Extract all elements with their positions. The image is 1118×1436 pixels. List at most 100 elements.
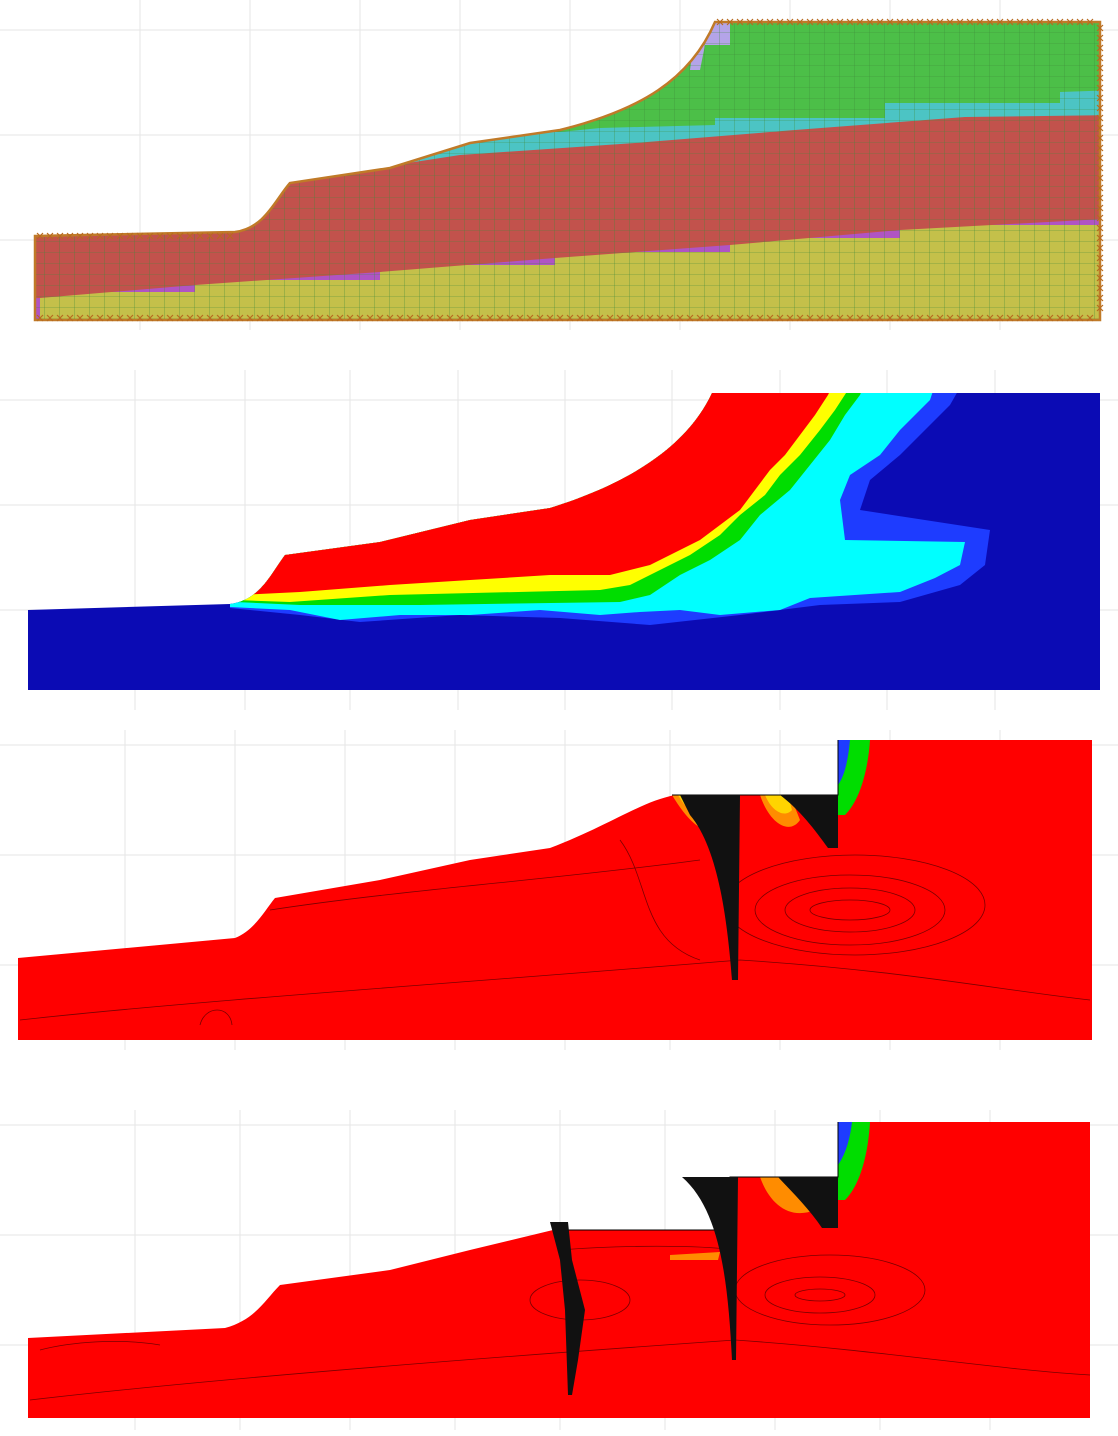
fixity-marker bbox=[746, 18, 754, 26]
fixity-marker bbox=[1096, 64, 1104, 72]
fixity-marker bbox=[796, 314, 804, 322]
fixity-marker bbox=[86, 314, 94, 322]
fixity-marker bbox=[1096, 194, 1104, 202]
fixity-marker bbox=[766, 314, 774, 322]
fixity-marker bbox=[876, 18, 884, 26]
fixity-marker bbox=[216, 314, 224, 322]
fixity-marker bbox=[1096, 34, 1104, 42]
fixity-marker bbox=[776, 18, 784, 26]
fixity-marker bbox=[76, 314, 84, 322]
fixity-marker bbox=[1096, 144, 1104, 152]
fixity-marker bbox=[346, 314, 354, 322]
fixity-marker bbox=[36, 314, 44, 322]
pile-2-diagram bbox=[682, 1177, 738, 1360]
fixity-marker bbox=[1036, 314, 1044, 322]
fixity-marker bbox=[996, 18, 1004, 26]
fixity-marker bbox=[1066, 18, 1074, 26]
fixity-marker bbox=[176, 314, 184, 322]
fixity-marker bbox=[186, 314, 194, 322]
fixity-marker bbox=[1096, 164, 1104, 172]
fixity-marker bbox=[1076, 314, 1084, 322]
fixity-marker bbox=[826, 18, 834, 26]
fixity-marker bbox=[106, 232, 114, 240]
fixity-marker bbox=[696, 314, 704, 322]
fixity-marker bbox=[416, 314, 424, 322]
fixity-marker bbox=[356, 314, 364, 322]
fixity-marker bbox=[736, 18, 744, 26]
fixity-marker bbox=[1026, 314, 1034, 322]
fixity-marker bbox=[496, 314, 504, 322]
fixity-marker bbox=[266, 314, 274, 322]
fixity-marker bbox=[1096, 254, 1104, 262]
fixity-marker bbox=[876, 314, 884, 322]
fixity-marker bbox=[326, 314, 334, 322]
fixity-marker bbox=[1096, 284, 1104, 292]
fixity-marker bbox=[1096, 54, 1104, 62]
fixity-marker bbox=[1096, 204, 1104, 212]
fixity-marker bbox=[706, 314, 714, 322]
fixity-marker bbox=[376, 314, 384, 322]
fixity-marker bbox=[1046, 18, 1054, 26]
fixity-marker bbox=[956, 314, 964, 322]
fixity-marker bbox=[446, 314, 454, 322]
fixity-marker bbox=[506, 314, 514, 322]
fixity-marker bbox=[796, 18, 804, 26]
fixity-marker bbox=[206, 232, 214, 240]
fixity-marker bbox=[846, 18, 854, 26]
fixity-marker bbox=[386, 314, 394, 322]
fixity-marker bbox=[1096, 174, 1104, 182]
fixity-marker bbox=[736, 314, 744, 322]
fixity-marker bbox=[126, 314, 134, 322]
fixity-marker bbox=[896, 18, 904, 26]
fixity-marker bbox=[746, 314, 754, 322]
fixity-marker bbox=[566, 314, 574, 322]
fixity-marker bbox=[1096, 184, 1104, 192]
fixity-marker bbox=[1096, 74, 1104, 82]
fixity-marker bbox=[726, 18, 734, 26]
fixity-marker bbox=[816, 18, 824, 26]
fixity-marker bbox=[596, 314, 604, 322]
fixity-marker bbox=[806, 314, 814, 322]
zone-orange bbox=[670, 1177, 815, 1260]
fixity-marker bbox=[1096, 234, 1104, 242]
fixity-marker bbox=[286, 314, 294, 322]
fixity-marker bbox=[946, 314, 954, 322]
fixity-marker bbox=[756, 18, 764, 26]
fixity-marker bbox=[926, 314, 934, 322]
panel-contour-map bbox=[0, 370, 1118, 715]
fixity-marker bbox=[1086, 314, 1094, 322]
fixity-marker bbox=[1096, 44, 1104, 52]
fixity-marker bbox=[1096, 244, 1104, 252]
fixity-marker bbox=[636, 314, 644, 322]
fixity-marker bbox=[546, 314, 554, 322]
fixity-marker bbox=[46, 232, 54, 240]
fixity-marker bbox=[336, 314, 344, 322]
fixity-marker bbox=[116, 232, 124, 240]
fixity-marker bbox=[146, 314, 154, 322]
fixity-marker bbox=[526, 314, 534, 322]
pile-2-diagram bbox=[780, 795, 838, 848]
contour-map-svg bbox=[0, 370, 1118, 710]
fixity-marker bbox=[1056, 18, 1064, 26]
fixity-marker bbox=[1096, 154, 1104, 162]
fixity-marker bbox=[256, 314, 264, 322]
fixity-marker bbox=[1006, 18, 1014, 26]
fixity-marker bbox=[986, 18, 994, 26]
fixity-marker bbox=[826, 314, 834, 322]
fixity-marker bbox=[656, 314, 664, 322]
fixity-marker bbox=[1026, 18, 1034, 26]
pile-1-diagram bbox=[680, 795, 740, 980]
fixity-marker bbox=[66, 314, 74, 322]
fixity-marker bbox=[956, 18, 964, 26]
fixity-marker bbox=[486, 314, 494, 322]
fixity-marker bbox=[1096, 24, 1104, 32]
fixity-marker bbox=[1086, 18, 1094, 26]
fixity-marker bbox=[196, 232, 204, 240]
fixity-marker bbox=[126, 232, 134, 240]
fixity-marker bbox=[906, 18, 914, 26]
fixity-marker bbox=[716, 314, 724, 322]
zone-red bbox=[28, 1122, 1090, 1418]
fixity-marker bbox=[456, 314, 464, 322]
panel-contour-two-piles bbox=[0, 730, 1118, 1060]
fixity-marker bbox=[76, 232, 84, 240]
